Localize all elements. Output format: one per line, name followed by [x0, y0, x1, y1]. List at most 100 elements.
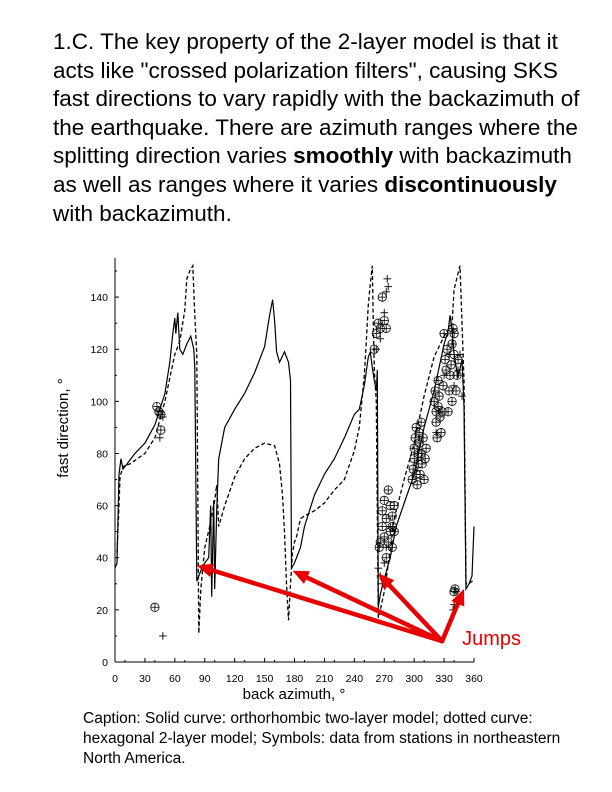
- x-tick-label: 30: [139, 673, 151, 685]
- y-tick-label: 20: [96, 605, 108, 617]
- data-point-circle: [433, 375, 443, 386]
- heading-emphasis-discontinuously: discontinuously: [384, 171, 557, 197]
- data-point-circle: [411, 422, 421, 433]
- x-tick-label: 120: [226, 673, 244, 685]
- chart-axes: 0 30 60 90 120 150 180 210 240 270 300 330 360 0 20 40 6…: [90, 258, 483, 685]
- y-tick-label: 80: [96, 448, 108, 460]
- x-tick-label: 270: [375, 673, 393, 685]
- data-point-circle: [421, 443, 431, 453]
- data-point-cross: [156, 434, 164, 442]
- y-axis-label: fast direction, °: [55, 378, 72, 477]
- data-point-cross: [386, 522, 395, 531]
- data-point-circle: [438, 381, 448, 391]
- data-point-circle: [416, 417, 426, 427]
- data-point-cross: [372, 345, 381, 354]
- dashed-model-curve: [116, 263, 475, 634]
- data-point-cross: [376, 335, 385, 343]
- data-point-circle: [447, 396, 457, 406]
- data-point-cross: [458, 392, 466, 400]
- jumps-label: Jumps: [462, 628, 521, 650]
- data-point-circle: [434, 391, 444, 401]
- figure-caption: Caption: Solid curve: orthorhombic two-l…: [83, 710, 561, 767]
- x-tick-label: 180: [286, 673, 304, 685]
- jump-arrow: [378, 573, 445, 644]
- data-point-cross: [382, 288, 391, 296]
- data-point-circle: [451, 386, 461, 396]
- data-point-circle: [387, 511, 397, 521]
- data-point-circle: [381, 553, 391, 563]
- data-point-circle: [443, 407, 453, 417]
- data-point-circle: [379, 532, 389, 542]
- data-point-circle: [389, 501, 399, 511]
- heading-part3: with backazimuth.: [53, 200, 232, 226]
- x-tick-label: 60: [169, 673, 181, 685]
- data-point-circle: [381, 323, 391, 333]
- data-point-circle: [377, 292, 387, 302]
- solid-model-curve: [114, 299, 475, 608]
- data-point-circle: [419, 474, 429, 485]
- data-point-circle: [152, 401, 162, 412]
- data-point-circle: [452, 370, 462, 380]
- x-tick-label: 90: [199, 673, 211, 685]
- data-point-cross: [450, 381, 458, 390]
- data-point-circle: [389, 527, 399, 537]
- data-point-cross: [436, 407, 444, 416]
- data-point-circle: [449, 328, 459, 339]
- y-tick-label: 0: [102, 657, 108, 669]
- data-point-circle: [420, 454, 430, 464]
- heading-emphasis-smoothly: smoothly: [293, 143, 394, 169]
- x-tick-label: 210: [316, 673, 334, 685]
- data-point-circle: [442, 344, 452, 354]
- data-point-circle: [418, 433, 428, 443]
- data-point-cross: [445, 350, 453, 359]
- data-point-cross: [448, 340, 456, 348]
- y-tick-label: 40: [96, 553, 108, 565]
- heading-part1: 1.C. The key property of the 2-layer mod…: [53, 29, 580, 169]
- data-point-cross: [452, 587, 460, 596]
- data-point-cross: [440, 371, 448, 380]
- data-point-circle: [379, 315, 389, 326]
- jump-arrow: [439, 589, 465, 644]
- data-point-cross: [384, 282, 393, 291]
- data-point-circle: [377, 506, 387, 516]
- data-point-cross: [382, 543, 391, 552]
- data-point-cross: [454, 366, 462, 374]
- x-tick-label: 300: [405, 673, 423, 685]
- jump-arrow: [196, 563, 445, 644]
- y-tick-label: 120: [90, 344, 108, 356]
- data-point-circle: [156, 425, 166, 435]
- data-point-cross: [380, 559, 389, 567]
- station-data-symbols: [150, 275, 466, 640]
- x-tick-label: 0: [112, 673, 118, 685]
- y-tick-label: 100: [90, 396, 108, 408]
- heading-part2: with backazimuth as well as ranges where…: [53, 143, 572, 197]
- jump-annotations: Jumps: [196, 563, 521, 650]
- jump-arrow: [292, 570, 445, 644]
- data-point-circle: [150, 602, 160, 612]
- data-point-cross: [456, 350, 464, 359]
- data-point-cross: [432, 428, 440, 437]
- data-point-circle: [440, 355, 450, 365]
- x-tick-label: 330: [435, 673, 453, 685]
- x-axis-label: back azimuth, °: [243, 686, 346, 703]
- data-point-circle: [448, 323, 458, 333]
- x-tick-label: 360: [465, 673, 483, 685]
- data-point-circle: [446, 360, 456, 370]
- data-point-circle: [412, 480, 422, 490]
- data-point-circle: [377, 521, 387, 532]
- data-point-circle: [383, 485, 393, 495]
- data-point-circle: [417, 459, 427, 469]
- data-point-circle: [408, 464, 418, 474]
- explanatory-heading: 1.C. The key property of the 2-layer mod…: [53, 28, 593, 228]
- data-point-circle: [453, 355, 463, 365]
- model-curves: [114, 263, 475, 634]
- data-point-circle: [439, 328, 449, 339]
- data-point-cross: [380, 308, 389, 317]
- x-tick-label: 150: [256, 673, 274, 685]
- data-point-circle: [379, 495, 389, 505]
- data-point-cross: [159, 413, 167, 421]
- y-tick-label: 140: [90, 292, 108, 304]
- x-tick-label: 240: [346, 673, 364, 685]
- data-point-cross: [159, 632, 167, 640]
